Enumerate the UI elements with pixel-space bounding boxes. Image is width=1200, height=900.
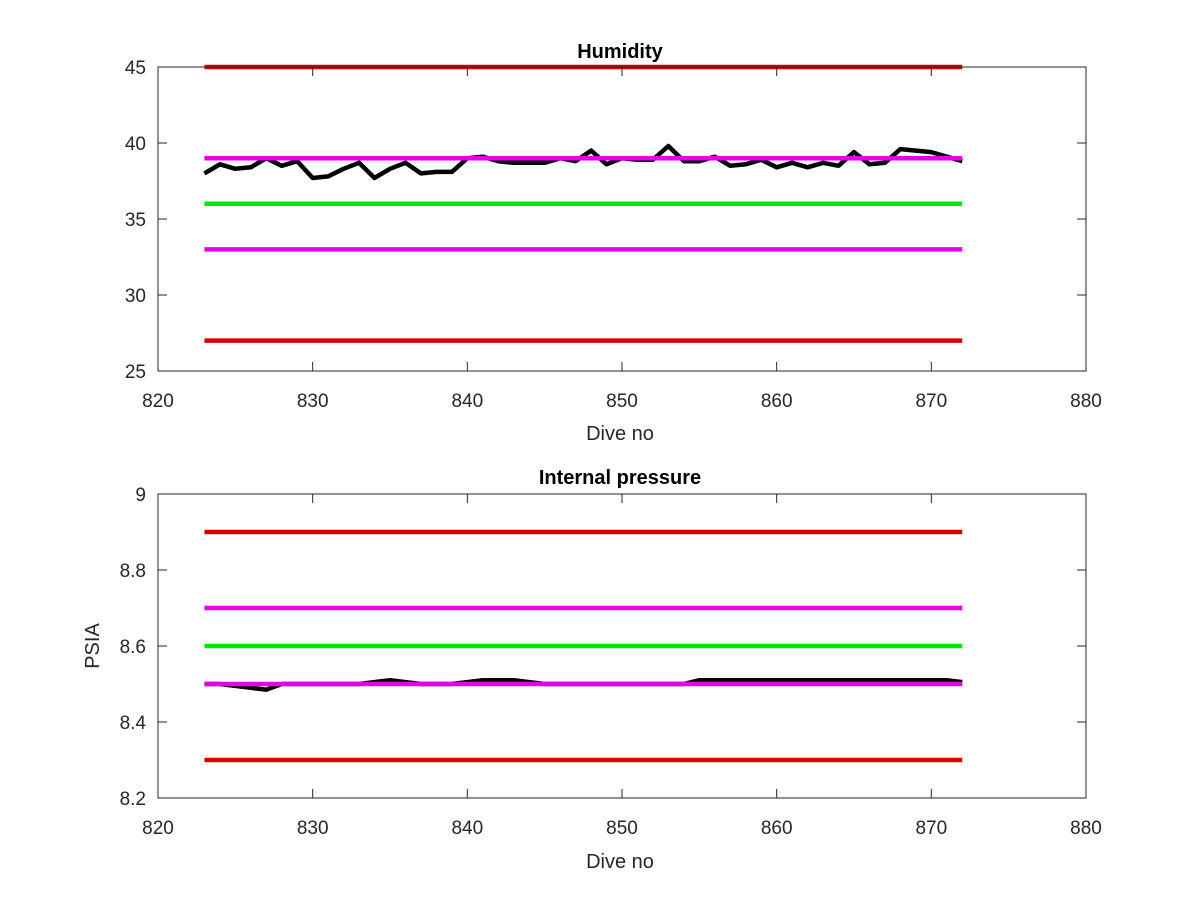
x-axis-label: Dive no xyxy=(586,851,654,873)
y-axis-label: PSIA xyxy=(82,623,104,669)
x-tick-label: 880 xyxy=(1070,391,1102,412)
x-tick-label: 850 xyxy=(606,818,638,839)
x-tick-label: 830 xyxy=(297,818,329,839)
y-tick-label: 40 xyxy=(125,134,146,155)
pressure-ticks: 820 830 840 850 860 870 880 8.2 8.4 8.6 8.8 9 xyxy=(120,485,1102,839)
x-tick-label: 870 xyxy=(915,818,947,839)
x-tick-label: 880 xyxy=(1070,818,1102,839)
x-tick-label: 850 xyxy=(606,391,638,412)
humidity-chart: Humidity 820 830 840 850 860 870 880 25 30 35 40 45… xyxy=(125,41,1102,445)
x-tick-label: 840 xyxy=(451,391,483,412)
x-tick-label: 820 xyxy=(142,391,174,412)
y-tick-label: 9 xyxy=(135,485,146,506)
x-axis-label: Dive no xyxy=(586,423,654,445)
x-tick-label: 820 xyxy=(142,818,174,839)
y-tick-label: 30 xyxy=(125,286,146,307)
y-tick-label: 8.2 xyxy=(120,789,146,810)
humidity-ticks: 820 830 840 850 860 870 880 25 30 35 40 45 xyxy=(125,58,1102,412)
x-tick-label: 830 xyxy=(297,391,329,412)
y-tick-label: 8.6 xyxy=(120,637,146,658)
x-tick-label: 860 xyxy=(761,818,793,839)
chart-title: Internal pressure xyxy=(539,467,701,489)
internal-pressure-chart: Internal pressure 820 830 840 850 860 870 8808… xyxy=(82,467,1102,873)
y-tick-label: 35 xyxy=(125,210,146,231)
chart-title: Humidity xyxy=(577,41,663,63)
pressure-series-group xyxy=(204,529,963,763)
x-tick-label: 840 xyxy=(451,818,483,839)
y-tick-label: 8.8 xyxy=(120,561,146,582)
x-tick-label: 870 xyxy=(915,391,947,412)
y-tick-label: 8.4 xyxy=(120,713,147,734)
x-tick-label: 860 xyxy=(761,391,793,412)
measured-series-line xyxy=(203,143,963,181)
y-tick-label: 45 xyxy=(125,58,146,79)
y-tick-label: 25 xyxy=(125,362,146,383)
